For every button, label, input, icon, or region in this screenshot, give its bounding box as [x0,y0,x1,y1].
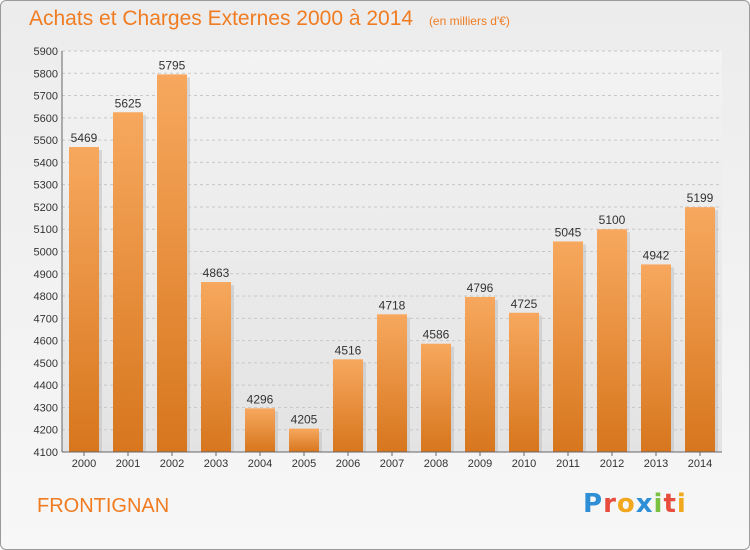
data-label: 5795 [159,58,186,72]
bar [69,147,99,453]
y-tick-label: 4300 [34,402,58,414]
chart-subtitle: (en milliers d'€) [428,14,510,28]
bar [289,428,319,452]
bar-shadow [143,115,146,452]
x-tick-label: 2012 [600,458,624,470]
data-label: 4863 [203,266,230,280]
logo-letter: i [653,489,664,519]
bar [113,112,143,452]
x-tick-label: 2002 [160,458,184,470]
bar-shadow [231,285,234,452]
data-label: 5199 [687,191,714,205]
x-tick-label: 2000 [72,458,96,470]
y-tick-label: 5600 [34,113,58,125]
y-tick-label: 5900 [34,46,58,58]
y-tick-label: 5100 [34,224,58,236]
y-tick-label: 4600 [34,336,58,348]
logo-letter: r [603,489,617,519]
x-tick-label: 2009 [468,458,492,470]
logo-letter: x [635,489,654,519]
bar-shadow [627,232,630,452]
logo-letter: i [676,489,687,519]
proxiti-logo[interactable]: Proxiti [583,489,687,519]
x-tick-label: 2003 [204,458,228,470]
x-tick-label: 2006 [336,458,360,470]
bar [157,74,187,453]
y-tick-label: 4500 [34,358,58,370]
bar [465,296,495,452]
data-label: 4296 [247,392,274,406]
data-label: 4725 [511,297,538,311]
bar-shadow [363,362,366,452]
bar [377,314,407,452]
bar [333,359,363,452]
bar-shadow [715,210,718,452]
bar-shadow [275,411,278,452]
x-tick-label: 2007 [380,458,404,470]
title-text: Achats et Charges Externes 2000 à 2014 [29,7,414,30]
bar [245,408,275,452]
x-tick-label: 2008 [424,458,448,470]
y-tick-label: 4800 [34,291,58,303]
data-label: 5045 [555,225,582,239]
x-tick-label: 2013 [644,458,668,470]
bar-shadow [319,431,322,452]
y-tick-label: 5500 [34,135,58,147]
x-tick-label: 2004 [248,458,272,470]
data-label: 4942 [643,248,670,262]
bar [421,343,451,452]
x-tick-label: 2010 [512,458,536,470]
data-label: 5469 [71,131,98,145]
logo-letter: P [583,489,604,519]
bar-shadow [187,77,190,453]
bar-shadow [495,299,498,452]
chart-title: Achats et Charges Externes 2000 à 2014 (… [29,7,510,31]
bar [641,264,671,452]
y-tick-label: 5300 [34,180,58,192]
y-tick-label: 5400 [34,157,58,169]
x-tick-label: 2014 [688,458,712,470]
x-tick-label: 2011 [556,458,580,470]
x-tick-label: 2001 [116,458,140,470]
bar-shadow [583,244,586,452]
y-tick-label: 5800 [34,68,58,80]
y-tick-label: 5000 [34,247,58,259]
logo-letter: o [616,489,636,519]
bar [509,312,539,452]
data-label: 5100 [599,213,626,227]
data-label: 5625 [115,96,142,110]
data-label: 4796 [467,281,494,295]
x-tick-label: 2005 [292,458,316,470]
logo-letter: t [663,489,677,519]
data-label: 4205 [291,413,318,427]
y-tick-label: 5700 [34,91,58,103]
y-tick-label: 4200 [34,425,58,437]
y-axis: 4100 4200 4300 4400 4500 4600 4700 4800 4900 5000… [34,46,63,459]
y-tick-label: 4100 [34,447,58,459]
data-label: 4718 [379,298,406,312]
y-tick-label: 4900 [34,269,58,281]
data-label: 4516 [335,343,362,357]
bars: 5469 5625 5795 4863 4296 4205 4516 4718 4586 4796… [69,58,718,453]
bar-shadow [671,267,674,452]
bar-shadow [407,317,410,452]
bar [553,241,583,452]
bar [201,282,231,452]
y-tick-label: 5200 [34,202,58,214]
bar [597,229,627,452]
data-label: 4586 [423,328,450,342]
y-tick-label: 4700 [34,313,58,325]
y-tick-label: 4400 [34,380,58,392]
bar-shadow [539,315,542,452]
bar [685,207,715,452]
commune-name: FRONTIGNAN [37,495,170,517]
x-axis: 2000 2001 2002 2003 2004 2005 2006 2007 2008 2009… [62,451,722,470]
bar-shadow [451,346,454,452]
bar-shadow [99,150,102,453]
